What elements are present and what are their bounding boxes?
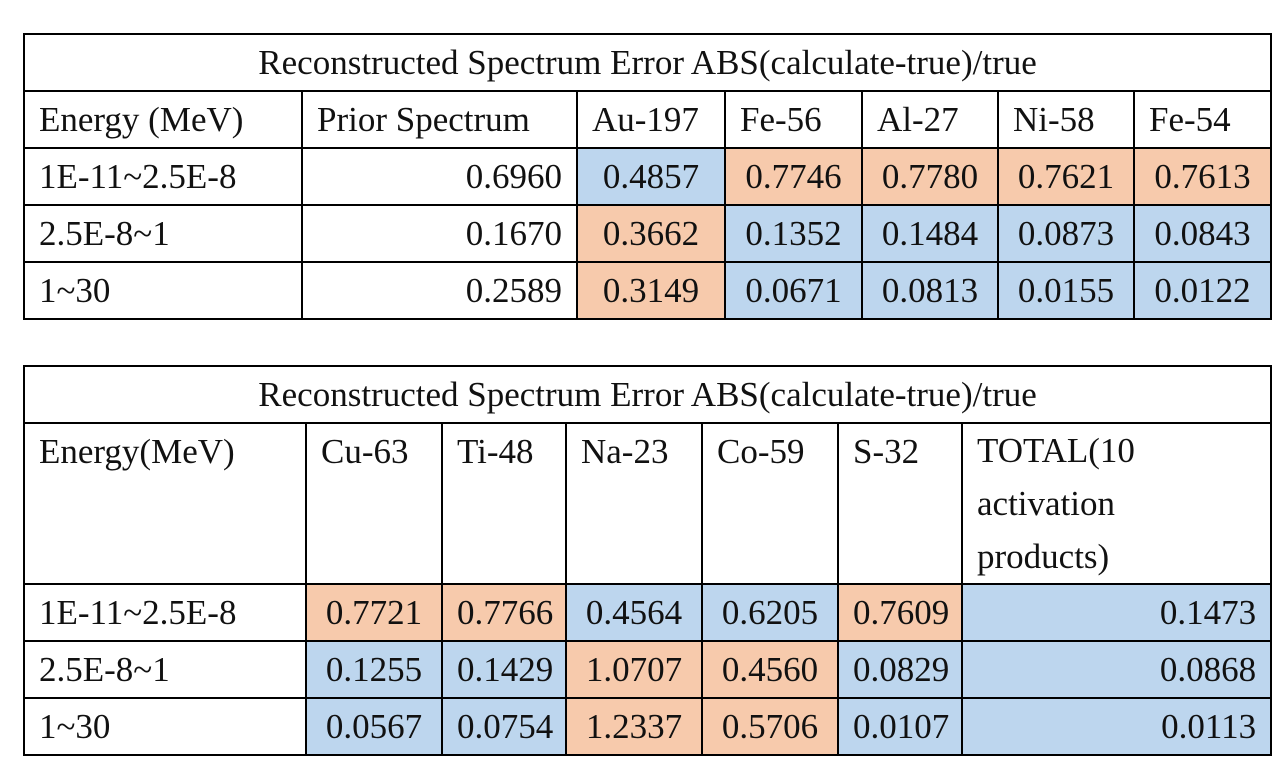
column-header-fe-56: Fe-56 xyxy=(724,90,863,149)
data-cell: 0.0868 xyxy=(960,640,1273,699)
data-cell: 0.7613 xyxy=(1132,147,1273,206)
energy-range-cell: 1~30 xyxy=(23,697,307,756)
data-cell: 0.6205 xyxy=(701,583,839,642)
column-header-energy: Energy (MeV) xyxy=(23,90,303,149)
energy-range-cell: 1E-11~2.5E-8 xyxy=(23,583,307,642)
column-header-total: TOTAL(10 activation products) xyxy=(960,422,1273,585)
data-cell: 0.1473 xyxy=(960,583,1273,642)
column-header-au-197: Au-197 xyxy=(576,90,726,149)
data-cell: 0.3662 xyxy=(576,204,726,263)
data-cell: 0.1429 xyxy=(441,640,567,699)
table-row: 1E-11~2.5E-8 0.7721 0.7766 0.4564 0.6205… xyxy=(23,583,1273,642)
data-cell: 0.3149 xyxy=(576,261,726,320)
data-cell: 0.4560 xyxy=(701,640,839,699)
data-cell: 0.7609 xyxy=(837,583,963,642)
data-cell: 1.2337 xyxy=(565,697,703,756)
data-cell: 0.4564 xyxy=(565,583,703,642)
column-header-prior-spectrum: Prior Spectrum xyxy=(301,90,578,149)
data-cell: 0.0843 xyxy=(1132,204,1273,263)
data-cell: 0.5706 xyxy=(701,697,839,756)
data-cell: 0.4857 xyxy=(576,147,726,206)
table-title: Reconstructed Spectrum Error ABS(calcula… xyxy=(22,365,1273,424)
data-cell: 0.0754 xyxy=(441,697,567,756)
data-cell: 0.0873 xyxy=(997,204,1135,263)
column-header-fe-54: Fe-54 xyxy=(1132,90,1273,149)
data-cell: 0.7780 xyxy=(861,147,999,206)
column-header-ni-58: Ni-58 xyxy=(997,90,1135,149)
column-header-energy: Energy(MeV) xyxy=(23,422,307,585)
data-cell: 0.0671 xyxy=(724,261,863,320)
energy-range-cell: 1~30 xyxy=(23,261,303,320)
table-row: 1E-11~2.5E-8 0.6960 0.4857 0.7746 0.7780… xyxy=(23,147,1273,206)
table-row: 2.5E-8~1 0.1670 0.3662 0.1352 0.1484 0.0… xyxy=(23,204,1273,263)
data-cell: 0.0567 xyxy=(305,697,443,756)
data-cell: 0.7621 xyxy=(997,147,1135,206)
column-header-s-32: S-32 xyxy=(837,422,963,585)
energy-range-cell: 1E-11~2.5E-8 xyxy=(23,147,303,206)
data-cell: 1.0707 xyxy=(565,640,703,699)
data-cell: 0.0107 xyxy=(837,697,963,756)
data-cell: 0.1352 xyxy=(724,204,863,263)
data-cell: 0.0813 xyxy=(861,261,999,320)
column-header-co-59: Co-59 xyxy=(701,422,839,585)
error-table-1: Reconstructed Spectrum Error ABS(calcula… xyxy=(22,33,1273,320)
table-row: 1~30 0.0567 0.0754 1.2337 0.5706 0.0107 … xyxy=(23,697,1273,756)
data-cell: 0.1670 xyxy=(301,204,578,263)
data-cell: 0.7721 xyxy=(305,583,443,642)
header-row: Energy (MeV) Prior Spectrum Au-197 Fe-56… xyxy=(23,90,1273,149)
data-cell: 0.2589 xyxy=(301,261,578,320)
data-cell: 0.0122 xyxy=(1132,261,1273,320)
column-header-cu-63: Cu-63 xyxy=(305,422,443,585)
column-header-ti-48: Ti-48 xyxy=(441,422,567,585)
table-row: 2.5E-8~1 0.1255 0.1429 1.0707 0.4560 0.0… xyxy=(23,640,1273,699)
data-cell: 0.0113 xyxy=(960,697,1273,756)
data-cell: 0.7746 xyxy=(724,147,863,206)
header-row: Energy(MeV) Cu-63 Ti-48 Na-23 Co-59 S-32… xyxy=(23,422,1273,585)
data-cell: 0.1255 xyxy=(305,640,443,699)
energy-range-cell: 2.5E-8~1 xyxy=(23,640,307,699)
data-cell: 0.1484 xyxy=(861,204,999,263)
data-cell: 0.0155 xyxy=(997,261,1135,320)
data-cell: 0.0829 xyxy=(837,640,963,699)
column-header-al-27: Al-27 xyxy=(861,90,999,149)
table-row: 1~30 0.2589 0.3149 0.0671 0.0813 0.0155 … xyxy=(23,261,1273,320)
table-title: Reconstructed Spectrum Error ABS(calcula… xyxy=(22,33,1273,92)
energy-range-cell: 2.5E-8~1 xyxy=(23,204,303,263)
column-header-na-23: Na-23 xyxy=(565,422,703,585)
error-table-2: Reconstructed Spectrum Error ABS(calcula… xyxy=(22,365,1273,756)
data-cell: 0.6960 xyxy=(301,147,578,206)
data-cell: 0.7766 xyxy=(441,583,567,642)
